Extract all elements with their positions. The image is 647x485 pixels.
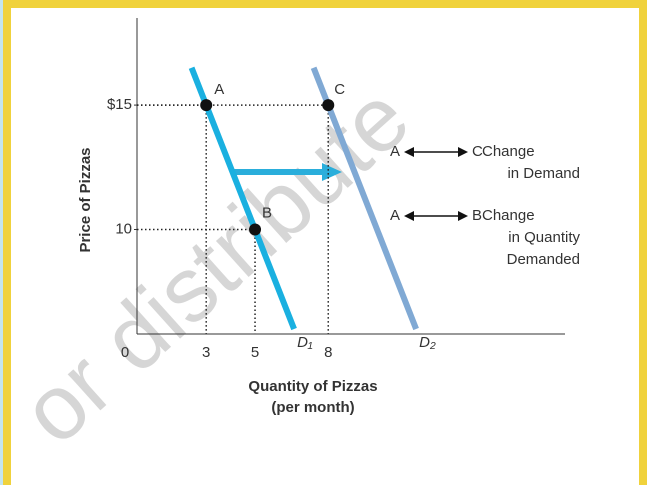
annotation-to: B — [472, 207, 482, 224]
point-label: A — [214, 81, 224, 98]
x-axis-label: (per month) — [271, 399, 354, 416]
x-axis-label: Quantity of Pizzas — [248, 378, 377, 395]
annotation-text: in Quantity — [508, 229, 580, 246]
y-tick-label: $15 — [107, 96, 132, 113]
curve-label: D₁ — [297, 334, 313, 351]
annotation-text: Demanded — [507, 251, 580, 268]
annotation-arrow-head — [404, 211, 414, 221]
x-tick-label: 5 — [251, 344, 259, 361]
point-label: B — [262, 204, 272, 221]
annotation-from: A — [390, 207, 400, 224]
point — [249, 223, 262, 236]
frame — [3, 0, 647, 485]
shift-arrow — [232, 163, 342, 181]
demand-line — [310, 66, 419, 331]
point — [322, 99, 335, 112]
x-tick-label: 8 — [324, 344, 332, 361]
curve-label: D₂ — [419, 334, 436, 351]
annotation-from: A — [390, 143, 400, 160]
annotation-arrow-head — [458, 147, 468, 157]
point-label: C — [334, 81, 345, 98]
y-axis-label: Price of Pizzas — [77, 147, 94, 252]
annotation-arrow-head — [458, 211, 468, 221]
point — [200, 99, 213, 112]
y-tick-label: 10 — [115, 220, 132, 237]
x-tick-label: 3 — [202, 344, 210, 361]
annotation-arrow-head — [404, 147, 414, 157]
annotation-text: Change — [482, 143, 535, 160]
annotation-text: in Demand — [507, 165, 580, 182]
demand-line — [188, 66, 297, 331]
annotation-text: Change — [482, 207, 535, 224]
x-tick-label: 0 — [121, 344, 129, 361]
annotation-to: C — [472, 143, 483, 160]
